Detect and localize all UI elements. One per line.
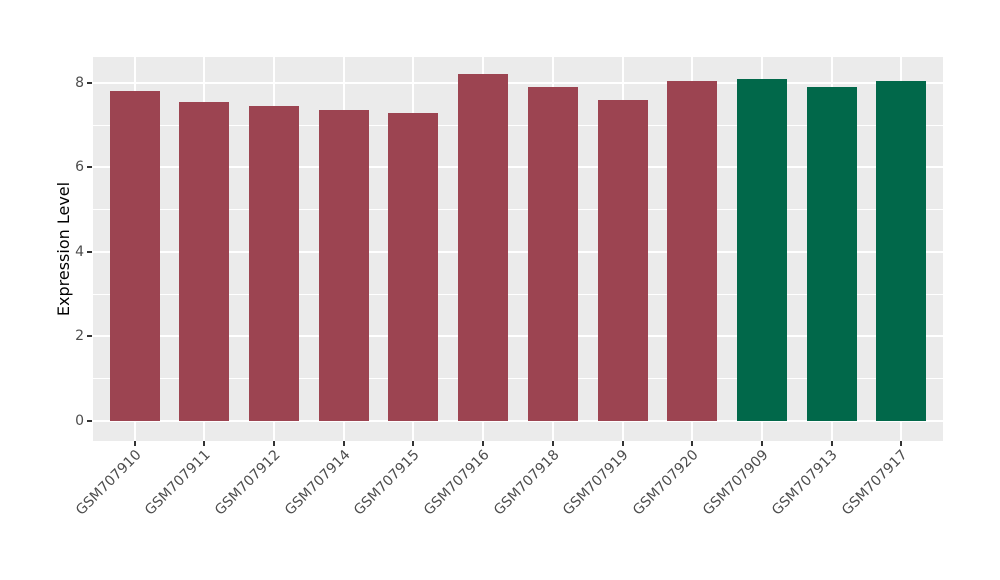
y-tick-label: 2 <box>75 328 84 345</box>
gridline-major-y6 <box>93 166 943 169</box>
gridline-minor-y3 <box>93 293 943 295</box>
gridline-major-y0 <box>93 420 943 422</box>
x-tick-mark <box>900 441 903 446</box>
gridline-major-y4 <box>93 250 943 253</box>
bar-GSM707918 <box>527 87 578 421</box>
x-tick-label: GSM707920 <box>629 447 702 519</box>
x-tick-label: GSM707918 <box>490 447 563 519</box>
x-tick-mark <box>621 441 624 446</box>
y-tick-mark <box>87 335 92 338</box>
x-tick-mark <box>273 441 276 446</box>
bar-GSM707920 <box>667 80 718 421</box>
x-tick-label: GSM707915 <box>351 447 423 519</box>
plot-panel <box>93 57 943 441</box>
bar-GSM707909 <box>736 78 787 421</box>
x-tick-mark <box>482 441 485 446</box>
x-tick-mark <box>133 441 136 446</box>
x-tick-label: GSM707916 <box>420 447 493 519</box>
y-tick-mark <box>87 166 92 169</box>
bar-GSM707912 <box>249 106 300 421</box>
y-tick-label: 8 <box>75 74 84 91</box>
gridline-major-y2 <box>93 335 943 338</box>
bar-GSM707917 <box>876 80 927 421</box>
y-tick-label: 6 <box>75 159 84 176</box>
x-tick-mark <box>691 441 694 446</box>
bar-GSM707919 <box>597 99 648 421</box>
y-tick-mark <box>87 250 92 253</box>
x-tick-label: GSM707909 <box>699 447 772 519</box>
x-tick-mark <box>551 441 554 446</box>
bar-GSM707913 <box>806 87 857 421</box>
gridline-minor-y7 <box>93 124 943 126</box>
bar-GSM707910 <box>109 91 160 421</box>
x-tick-mark <box>342 441 345 446</box>
y-tick-mark <box>87 420 92 422</box>
x-tick-mark <box>412 441 415 446</box>
x-tick-label: GSM707910 <box>72 447 145 519</box>
bar-GSM707916 <box>458 74 509 421</box>
y-tick-label: 0 <box>75 413 84 429</box>
x-tick-label: GSM707917 <box>838 447 911 519</box>
x-tick-mark <box>760 441 763 446</box>
x-tick-mark <box>830 441 833 446</box>
gridline-minor-y5 <box>93 209 943 211</box>
x-tick-label: GSM707911 <box>142 447 214 519</box>
bar-GSM707914 <box>318 110 369 421</box>
bar-GSM707911 <box>179 101 230 421</box>
bar-GSM707915 <box>388 112 439 421</box>
gridline-major-y8 <box>93 81 943 84</box>
x-tick-mark <box>203 441 206 446</box>
x-tick-label: GSM707919 <box>560 447 632 519</box>
x-tick-label: GSM707914 <box>281 447 354 519</box>
x-tick-label: GSM707913 <box>769 447 841 519</box>
y-tick-label: 4 <box>75 243 84 260</box>
gridline-minor-y1 <box>93 378 943 380</box>
y-tick-mark <box>87 81 92 84</box>
x-tick-label: GSM707912 <box>211 447 284 519</box>
